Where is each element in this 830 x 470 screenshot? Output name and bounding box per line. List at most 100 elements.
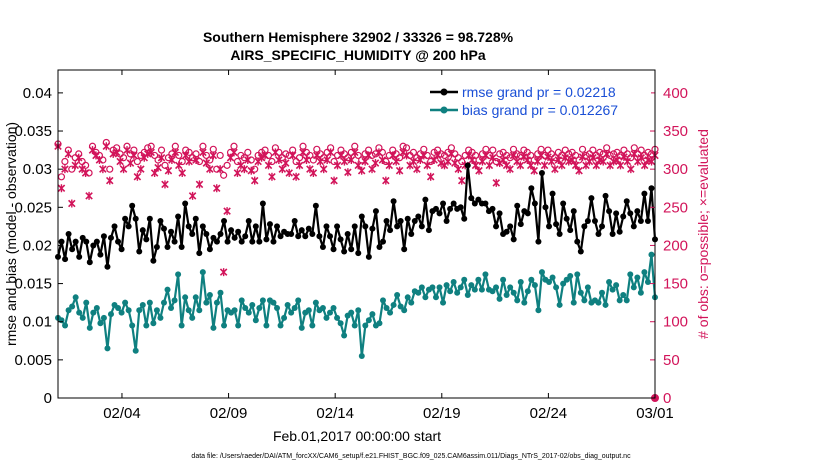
data-point-rmse <box>369 225 376 232</box>
data-point-rmse <box>90 242 97 249</box>
legend-rmse-marker <box>440 88 448 96</box>
obs-evaluated-marker <box>281 159 290 168</box>
data-point-rmse <box>362 223 369 230</box>
obs-evaluated-marker <box>485 161 494 170</box>
y-tick-label: 0.02 <box>23 237 52 254</box>
data-point-rmse <box>252 223 259 230</box>
obs-evaluated-marker <box>285 168 293 177</box>
data-point-bias <box>524 288 531 295</box>
obs-possible-marker <box>223 161 231 169</box>
data-point-bias <box>295 297 302 304</box>
data-point-rmse <box>408 231 415 237</box>
obs-evaluated-marker <box>71 161 80 170</box>
obs-evaluated-marker <box>85 191 93 200</box>
obs-evaluated-marker <box>478 157 487 166</box>
obs-evaluated-marker <box>323 156 331 165</box>
data-point-bias <box>464 292 471 299</box>
data-point-bias <box>574 271 581 278</box>
obs-possible-marker <box>309 156 317 164</box>
data-point-rmse <box>228 227 235 234</box>
data-point-rmse <box>528 185 535 192</box>
data-point-rmse <box>567 227 574 234</box>
obs-possible-marker <box>644 148 652 156</box>
data-point-bias <box>369 311 376 318</box>
data-point-rmse <box>274 223 281 230</box>
obs-evaluated-marker <box>112 148 121 157</box>
data-point-bias <box>471 286 478 293</box>
data-point-bias <box>132 347 139 354</box>
data-point-rmse <box>288 231 295 237</box>
obs-possible-marker <box>157 146 166 154</box>
data-point-rmse <box>570 208 577 215</box>
data-point-bias <box>206 292 213 299</box>
obs-evaluated-marker <box>333 161 342 170</box>
data-point-bias <box>584 284 591 291</box>
data-point-bias <box>648 251 655 258</box>
x-tick-label: 02/19 <box>423 405 461 422</box>
data-point-rmse <box>613 210 620 217</box>
data-point-bias <box>570 299 577 306</box>
obs-possible-marker <box>423 151 431 160</box>
obs-possible-marker <box>264 151 273 160</box>
obs-possible-marker <box>275 148 283 156</box>
data-point-bias <box>620 292 627 299</box>
obs-evaluated-marker <box>547 157 556 166</box>
legend-bias-marker <box>440 106 448 114</box>
data-point-bias <box>192 294 199 301</box>
data-point-bias <box>76 309 83 316</box>
data-point-rmse <box>577 248 584 255</box>
data-point-rmse <box>291 218 298 225</box>
data-point-bias <box>150 320 157 327</box>
data-point-rmse <box>422 196 429 203</box>
data-point-rmse <box>379 238 386 245</box>
data-point-bias <box>510 289 517 296</box>
data-point-bias <box>351 322 358 329</box>
data-point-bias <box>79 314 86 321</box>
obs-evaluated-marker <box>247 166 256 175</box>
data-point-rmse <box>224 238 231 245</box>
data-point-rmse <box>517 221 524 228</box>
obs-evaluated-marker <box>99 165 107 174</box>
obs-evaluated-marker <box>423 161 432 170</box>
data-point-rmse <box>327 233 334 240</box>
data-point-rmse <box>574 238 581 245</box>
obs-possible-marker <box>496 150 504 158</box>
data-point-bias <box>203 299 210 306</box>
obs-evaluated-marker <box>454 165 463 174</box>
obs-possible-marker <box>178 157 186 166</box>
obs-evaluated-marker <box>357 166 366 175</box>
data-point-bias <box>185 307 192 314</box>
data-point-rmse <box>549 190 556 197</box>
obs-possible-marker <box>119 154 128 162</box>
obs-possible-marker <box>202 151 210 160</box>
data-point-bias <box>432 294 439 301</box>
data-point-rmse <box>464 162 471 169</box>
data-point-rmse <box>634 208 641 215</box>
obs-evaluated-marker <box>168 156 176 165</box>
x-axis-label: Feb.01,2017 00:00:00 start <box>273 428 441 444</box>
data-point-bias <box>602 301 609 308</box>
data-point-rmse <box>249 238 256 245</box>
y-axis-label: rmse and bias (model - observation) <box>3 122 19 346</box>
obs-evaluated-marker <box>126 159 135 168</box>
chart-title: Southern Hemisphere 32902 / 33326 = 98.7… <box>203 29 514 45</box>
data-point-rmse <box>411 218 418 225</box>
obs-possible-marker <box>637 146 645 154</box>
data-point-rmse <box>153 243 160 250</box>
data-point-bias <box>535 307 542 314</box>
obs-evaluated-marker <box>492 178 501 187</box>
data-point-bias <box>288 309 295 316</box>
data-point-rmse <box>542 204 549 211</box>
data-point-rmse <box>440 200 447 207</box>
data-point-bias <box>309 322 316 329</box>
obs-evaluated-marker <box>123 146 131 155</box>
data-point-bias <box>567 272 574 279</box>
data-point-rmse <box>150 257 157 264</box>
obs-evaluated-marker <box>627 165 635 174</box>
x-tick-label: 03/01 <box>636 405 674 422</box>
data-point-rmse <box>79 234 86 241</box>
data-point-bias <box>252 317 259 324</box>
data-point-bias <box>394 292 401 299</box>
obs-possible-marker <box>216 151 224 160</box>
